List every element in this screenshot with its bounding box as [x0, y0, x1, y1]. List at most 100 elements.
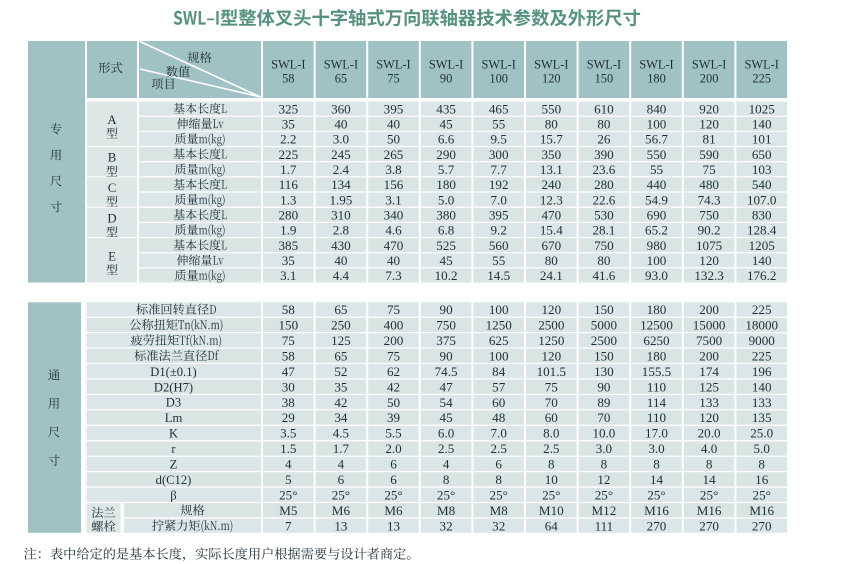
svg-text:350: 350 — [541, 147, 561, 162]
svg-text:4: 4 — [338, 457, 345, 472]
svg-text:3.5: 3.5 — [280, 426, 297, 441]
svg-text:M5: M5 — [279, 503, 298, 518]
svg-text:225: 225 — [752, 302, 772, 317]
svg-text:290: 290 — [436, 147, 456, 162]
svg-text:M16: M16 — [644, 503, 669, 518]
svg-text:90: 90 — [440, 348, 454, 363]
svg-text:D2(H7): D2(H7) — [154, 380, 193, 394]
svg-text:4: 4 — [443, 457, 450, 472]
svg-text:SWL-I: SWL-I — [429, 57, 463, 71]
svg-text:300: 300 — [489, 147, 509, 162]
svg-text:590: 590 — [699, 147, 719, 162]
svg-text:C: C — [108, 181, 117, 195]
svg-text:400: 400 — [384, 318, 404, 333]
svg-text:192: 192 — [489, 177, 509, 192]
svg-text:D3: D3 — [166, 396, 181, 410]
svg-text:74.5: 74.5 — [435, 364, 458, 379]
svg-text:1.95: 1.95 — [329, 192, 352, 207]
svg-text:54.9: 54.9 — [645, 192, 668, 207]
svg-text:120: 120 — [699, 253, 719, 268]
svg-text:140: 140 — [752, 117, 772, 132]
svg-text:270: 270 — [699, 518, 719, 533]
svg-text:2500: 2500 — [538, 318, 565, 333]
svg-text:74.3: 74.3 — [698, 192, 721, 207]
svg-text:180: 180 — [647, 302, 667, 317]
svg-text:103: 103 — [752, 162, 772, 177]
svg-text:15.7: 15.7 — [540, 132, 563, 147]
svg-text:130: 130 — [594, 364, 614, 379]
svg-text:60: 60 — [492, 395, 506, 410]
svg-text:525: 525 — [436, 238, 456, 253]
svg-text:550: 550 — [647, 147, 667, 162]
svg-text:200: 200 — [384, 333, 404, 348]
svg-text:9.5: 9.5 — [491, 132, 508, 147]
svg-text:380: 380 — [436, 208, 456, 223]
svg-text:A: A — [107, 113, 117, 127]
svg-text:75: 75 — [387, 302, 401, 317]
svg-text:840: 840 — [647, 101, 667, 116]
svg-text:325: 325 — [278, 101, 298, 116]
svg-text:1.7: 1.7 — [280, 162, 297, 177]
svg-text:150: 150 — [594, 348, 614, 363]
svg-text:6.0: 6.0 — [438, 426, 455, 441]
svg-text:d(C12): d(C12) — [156, 473, 192, 487]
svg-text:35: 35 — [282, 117, 296, 132]
svg-text:57: 57 — [492, 379, 506, 394]
svg-text:10: 10 — [545, 472, 559, 487]
svg-text:20.0: 20.0 — [698, 426, 721, 441]
svg-text:100: 100 — [647, 117, 667, 132]
svg-text:830: 830 — [752, 208, 772, 223]
svg-text:25°: 25° — [490, 488, 508, 503]
svg-text:28.1: 28.1 — [592, 223, 615, 238]
svg-text:134: 134 — [331, 177, 351, 192]
svg-text:6.6: 6.6 — [438, 132, 455, 147]
svg-text:40: 40 — [334, 253, 348, 268]
svg-text:15.4: 15.4 — [540, 223, 563, 238]
svg-text:150: 150 — [594, 302, 614, 317]
svg-text:75: 75 — [703, 162, 717, 177]
svg-text:5.0: 5.0 — [754, 441, 771, 456]
svg-text:225: 225 — [752, 72, 771, 86]
svg-text:64: 64 — [545, 518, 559, 533]
svg-text:750: 750 — [699, 208, 719, 223]
svg-text:25°: 25° — [647, 488, 665, 503]
svg-text:26: 26 — [597, 132, 611, 147]
svg-text:70: 70 — [545, 395, 559, 410]
svg-text:3.0: 3.0 — [333, 132, 350, 147]
svg-text:6250: 6250 — [643, 333, 670, 348]
svg-text:225: 225 — [278, 147, 298, 162]
svg-text:25°: 25° — [595, 488, 613, 503]
svg-text:180: 180 — [436, 177, 456, 192]
svg-text:7.0: 7.0 — [491, 192, 508, 207]
svg-text:SWL-I: SWL-I — [324, 57, 358, 71]
svg-text:3.0: 3.0 — [596, 441, 613, 456]
svg-text:3.8: 3.8 — [385, 162, 402, 177]
svg-text:140: 140 — [752, 253, 772, 268]
svg-text:8: 8 — [548, 457, 555, 472]
svg-text:114: 114 — [647, 395, 667, 410]
svg-text:1.3: 1.3 — [280, 192, 297, 207]
svg-text:40: 40 — [387, 117, 401, 132]
svg-text:5: 5 — [285, 472, 292, 487]
svg-text:133: 133 — [699, 395, 719, 410]
svg-text:120: 120 — [541, 302, 561, 317]
svg-text:13: 13 — [387, 518, 401, 533]
svg-text:17.0: 17.0 — [645, 426, 668, 441]
svg-text:65.2: 65.2 — [645, 223, 668, 238]
svg-text:8: 8 — [495, 472, 502, 487]
svg-text:58: 58 — [282, 72, 294, 86]
svg-text:7.7: 7.7 — [491, 162, 508, 177]
svg-text:2500: 2500 — [591, 333, 618, 348]
svg-text:2.5: 2.5 — [543, 441, 560, 456]
svg-text:14: 14 — [703, 472, 717, 487]
svg-text:32: 32 — [492, 518, 505, 533]
svg-text:13.1: 13.1 — [540, 162, 563, 177]
svg-text:100: 100 — [489, 302, 509, 317]
svg-text:245: 245 — [331, 147, 351, 162]
svg-text:SWL-I: SWL-I — [376, 57, 410, 71]
svg-text:395: 395 — [489, 208, 509, 223]
svg-text:1205: 1205 — [749, 238, 776, 253]
svg-text:75: 75 — [282, 333, 296, 348]
svg-text:65: 65 — [334, 348, 348, 363]
svg-text:150: 150 — [595, 72, 614, 86]
